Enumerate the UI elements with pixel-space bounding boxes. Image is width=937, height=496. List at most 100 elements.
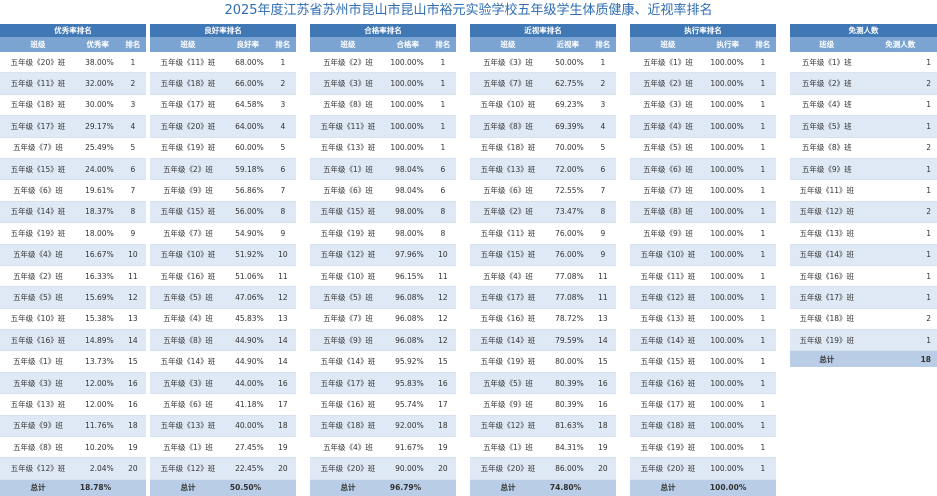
table-cell: 五年级《9》班 xyxy=(483,399,533,409)
table-cell: 1 xyxy=(440,121,446,131)
table-cell: 95.83% xyxy=(395,378,424,388)
table-row: 五年级《2》班 100.00% 1 xyxy=(630,73,776,95)
table-cell: 91.67% xyxy=(395,442,424,452)
table-cell: 1 xyxy=(926,164,931,174)
table-cell: 五年级《8》班 xyxy=(13,442,63,452)
table-cell: 五年级《5》班 xyxy=(643,143,693,153)
table-cell: 五年级《5》班 xyxy=(323,292,373,302)
table-cell: 4 xyxy=(600,121,606,131)
column-name: 排名 xyxy=(275,40,291,49)
table-cell: 1 xyxy=(926,57,931,67)
table-cell: 五年级《16》班 xyxy=(799,271,855,281)
table-cell: 100.00% xyxy=(710,357,744,367)
table-row: 五年级《2》班 2 xyxy=(790,73,937,95)
table-cell: 1 xyxy=(926,121,931,131)
table-cell: 1 xyxy=(926,228,931,238)
table-cell: 12 xyxy=(278,292,288,302)
table-cell: 19 xyxy=(278,442,288,452)
total-row: 总计 50.50% xyxy=(150,479,296,496)
table-cell: 19 xyxy=(128,442,138,452)
table-title: 近视率排名 xyxy=(470,24,616,37)
table-cell: 五年级《1》班 xyxy=(483,442,533,452)
table-row: 五年级《12》班 100.00% 1 xyxy=(630,287,776,309)
table-cell: 100.00% xyxy=(710,250,744,260)
table-cell: 14.89% xyxy=(85,335,114,345)
table-cell: 五年级《16》班 xyxy=(640,378,696,388)
table-cell: 五年级《15》班 xyxy=(640,357,696,367)
table-cell: 五年级《15》班 xyxy=(160,207,216,217)
table-cell: 五年级《18》班 xyxy=(320,421,376,431)
table-cell: 1 xyxy=(926,335,931,345)
table-cell: 五年级《12》班 xyxy=(160,464,216,474)
table-row: 五年级《13》班 100.00% 1 xyxy=(630,309,776,331)
column-header: 班级 近视率 排名 xyxy=(470,37,616,52)
table-row: 五年级《11》班 76.00% 9 xyxy=(470,223,616,245)
table-cell: 96.08% xyxy=(395,292,424,302)
table-cell: 五年级《13》班 xyxy=(320,143,376,153)
table-title: 免测人数 xyxy=(790,24,937,37)
table-cell: 18.00% xyxy=(85,228,114,238)
table-row: 五年级《13》班 100.00% 1 xyxy=(310,138,456,159)
table-cell: 1 xyxy=(760,271,766,281)
table-cell: 11 xyxy=(438,271,448,281)
table-row: 五年级《14》班 18.37% 8 xyxy=(0,201,146,224)
total-label: 总计 xyxy=(180,483,196,493)
table-cell: 五年级《3》班 xyxy=(323,79,373,89)
table-cell: 1 xyxy=(760,250,766,260)
table-cell: 五年级《16》班 xyxy=(160,271,216,281)
table-cell: 五年级《1》班 xyxy=(801,57,852,67)
table-cell: 五年级《7》班 xyxy=(13,143,63,153)
table-row: 五年级《18》班 92.00% 18 xyxy=(310,415,456,438)
table-cell: 五年级《18》班 xyxy=(799,314,855,324)
table-cell: 18 xyxy=(278,421,288,431)
table-cell: 11 xyxy=(598,271,608,281)
table-cell: 五年级《8》班 xyxy=(643,207,693,217)
table-row: 五年级《10》班 96.15% 11 xyxy=(310,266,456,288)
table-cell: 五年级《8》班 xyxy=(801,143,852,153)
table-row: 五年级《16》班 78.72% 13 xyxy=(470,309,616,331)
table-cell: 51.92% xyxy=(235,250,264,260)
table-cell: 47.06% xyxy=(235,292,264,302)
table-cell: 五年级《1》班 xyxy=(643,57,693,67)
total-value: 18.78% xyxy=(79,483,112,493)
table-cell: 五年级《17》班 xyxy=(799,292,855,302)
table-row: 五年级《15》班 56.00% 8 xyxy=(150,201,296,224)
table-cell: 7 xyxy=(130,186,136,196)
table-row: 五年级《17》班 29.17% 4 xyxy=(0,116,146,138)
table-cell: 五年级《16》班 xyxy=(10,335,66,345)
ranking-table: 良好率排名 班级 良好率 排名 五年级《11》班 68.00% 1 五年级《18》班 66.00… xyxy=(150,24,296,496)
table-cell: 1 xyxy=(760,314,766,324)
table-cell: 96.08% xyxy=(395,335,424,345)
table-cell: 76.00% xyxy=(555,250,584,260)
table-cell: 16 xyxy=(128,378,138,388)
table-cell: 96.15% xyxy=(395,271,424,281)
column-name: 班级 xyxy=(30,40,46,49)
table-row: 五年级《12》班 2 xyxy=(790,201,937,224)
table-row: 五年级《16》班 1 xyxy=(790,266,937,288)
table-cell: 五年级《20》班 xyxy=(10,57,66,67)
table-cell: 五年级《10》班 xyxy=(160,250,216,260)
table-row: 五年级《8》班 44.90% 14 xyxy=(150,330,296,352)
table-row: 五年级《3》班 12.00% 16 xyxy=(0,372,146,395)
table-row: 五年级《8》班 100.00% 1 xyxy=(310,95,456,117)
total-row: 总计 100.00% xyxy=(630,479,776,496)
table-cell: 29.17% xyxy=(85,121,114,131)
table-cell: 100.00% xyxy=(710,314,744,324)
table-cell: 16 xyxy=(278,378,288,388)
table-cell: 五年级《1》班 xyxy=(163,442,213,452)
table-cell: 72.00% xyxy=(555,164,584,174)
table-cell: 五年级《3》班 xyxy=(163,378,213,388)
table-cell: 五年级《15》班 xyxy=(480,250,536,260)
table-title: 优秀率排名 xyxy=(0,24,146,37)
table-cell: 五年级《10》班 xyxy=(10,314,66,324)
table-cell: 16 xyxy=(598,399,608,409)
table-cell: 五年级《4》班 xyxy=(13,250,63,260)
table-cell: 45.83% xyxy=(235,314,264,324)
table-cell: 15.38% xyxy=(85,314,114,324)
table-cell: 1 xyxy=(760,186,766,196)
table-cell: 8 xyxy=(130,207,136,217)
table-cell: 五年级《13》班 xyxy=(799,228,855,238)
table-cell: 98.00% xyxy=(395,228,424,238)
table-cell: 8 xyxy=(280,207,286,217)
table-cell: 五年级《7》班 xyxy=(643,186,693,196)
